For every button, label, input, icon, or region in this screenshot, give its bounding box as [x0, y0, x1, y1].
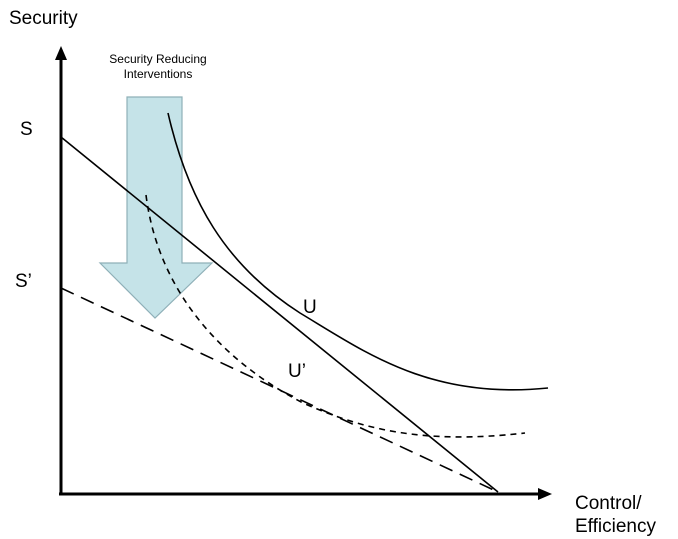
x-axis-label-line2: Efficiency [575, 516, 656, 537]
point-u-label: U [303, 297, 317, 318]
arrow-label-line2: Interventions [123, 67, 193, 81]
y-axis-label: Security [9, 8, 78, 29]
y-axis-arrowhead [55, 46, 67, 60]
point-s-label: S [20, 119, 33, 140]
security-reducing-arrow [98, 96, 214, 319]
budget-line-s-prime [60, 287, 499, 493]
budget-line-s [60, 136, 499, 493]
point-s-prime-label: S’ [15, 271, 32, 292]
point-u-prime-label: U’ [288, 361, 306, 382]
x-axis-label-line1: Control/ [575, 493, 642, 514]
arrow-label-line1: Security Reducing [109, 52, 207, 66]
indifference-curve-u-prime [145, 194, 526, 438]
x-axis-arrowhead [538, 488, 552, 500]
indifference-curve-u [167, 112, 549, 391]
